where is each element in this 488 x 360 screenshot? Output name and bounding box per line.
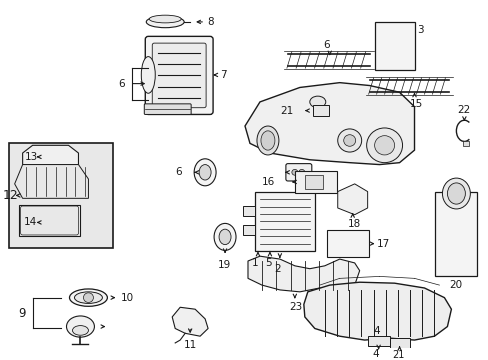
- Ellipse shape: [219, 229, 230, 244]
- Text: 4: 4: [373, 326, 380, 336]
- Circle shape: [374, 136, 394, 155]
- Text: 21: 21: [279, 105, 292, 116]
- Bar: [374, 22, 414, 70]
- Text: 15: 15: [408, 99, 422, 109]
- Text: 10: 10: [120, 293, 133, 303]
- Ellipse shape: [141, 57, 155, 93]
- Ellipse shape: [146, 16, 184, 28]
- Ellipse shape: [149, 15, 181, 23]
- Ellipse shape: [256, 126, 278, 155]
- Ellipse shape: [194, 159, 216, 186]
- Text: 23: 23: [288, 302, 302, 312]
- Text: 9: 9: [19, 307, 26, 320]
- Text: 7: 7: [220, 70, 226, 80]
- Circle shape: [83, 293, 93, 302]
- Ellipse shape: [442, 178, 469, 209]
- FancyBboxPatch shape: [152, 43, 205, 108]
- Text: 8: 8: [207, 17, 213, 27]
- Circle shape: [337, 129, 361, 152]
- Bar: [312, 105, 328, 116]
- Text: 12: 12: [2, 189, 19, 202]
- Circle shape: [366, 128, 402, 163]
- Bar: [19, 205, 81, 236]
- Text: 17: 17: [376, 239, 389, 249]
- Text: 13: 13: [24, 152, 38, 162]
- Text: 5: 5: [264, 258, 271, 268]
- Circle shape: [291, 170, 297, 175]
- Polygon shape: [247, 256, 359, 292]
- Text: 6: 6: [118, 78, 125, 89]
- FancyBboxPatch shape: [144, 104, 191, 114]
- Bar: [243, 206, 254, 216]
- Ellipse shape: [309, 96, 325, 108]
- Text: 19: 19: [218, 260, 231, 270]
- Text: 22: 22: [456, 105, 469, 114]
- Text: 2: 2: [273, 264, 280, 274]
- Text: 16: 16: [262, 177, 275, 187]
- Polygon shape: [337, 184, 367, 215]
- Bar: [326, 230, 368, 257]
- FancyBboxPatch shape: [145, 36, 213, 114]
- Bar: [9, 143, 113, 248]
- FancyBboxPatch shape: [20, 206, 78, 235]
- Polygon shape: [244, 83, 414, 165]
- Bar: [304, 175, 322, 189]
- Text: 3: 3: [417, 24, 423, 35]
- Bar: [389, 338, 408, 348]
- Ellipse shape: [447, 183, 465, 204]
- Bar: [463, 141, 468, 146]
- Ellipse shape: [69, 289, 107, 306]
- Text: 6: 6: [175, 167, 182, 177]
- Ellipse shape: [214, 224, 236, 251]
- Bar: [243, 225, 254, 235]
- Text: 20: 20: [448, 280, 462, 290]
- Polygon shape: [303, 282, 450, 340]
- Polygon shape: [15, 165, 88, 198]
- Bar: [435, 192, 476, 276]
- Text: 14: 14: [23, 217, 37, 228]
- Text: 21: 21: [392, 350, 404, 360]
- Bar: [367, 336, 389, 346]
- Text: 4: 4: [372, 348, 379, 359]
- Polygon shape: [22, 145, 78, 165]
- Text: 18: 18: [347, 219, 360, 229]
- FancyBboxPatch shape: [285, 164, 311, 181]
- Ellipse shape: [72, 325, 88, 335]
- Text: 1: 1: [251, 258, 258, 268]
- Polygon shape: [172, 307, 208, 336]
- Bar: [294, 171, 336, 193]
- Ellipse shape: [199, 165, 211, 180]
- Circle shape: [343, 135, 355, 146]
- Text: 6: 6: [322, 40, 329, 50]
- Text: 11: 11: [184, 340, 197, 350]
- Bar: [254, 192, 314, 251]
- Ellipse shape: [66, 316, 94, 337]
- Circle shape: [298, 170, 304, 175]
- Ellipse shape: [261, 131, 274, 150]
- Ellipse shape: [74, 292, 102, 303]
